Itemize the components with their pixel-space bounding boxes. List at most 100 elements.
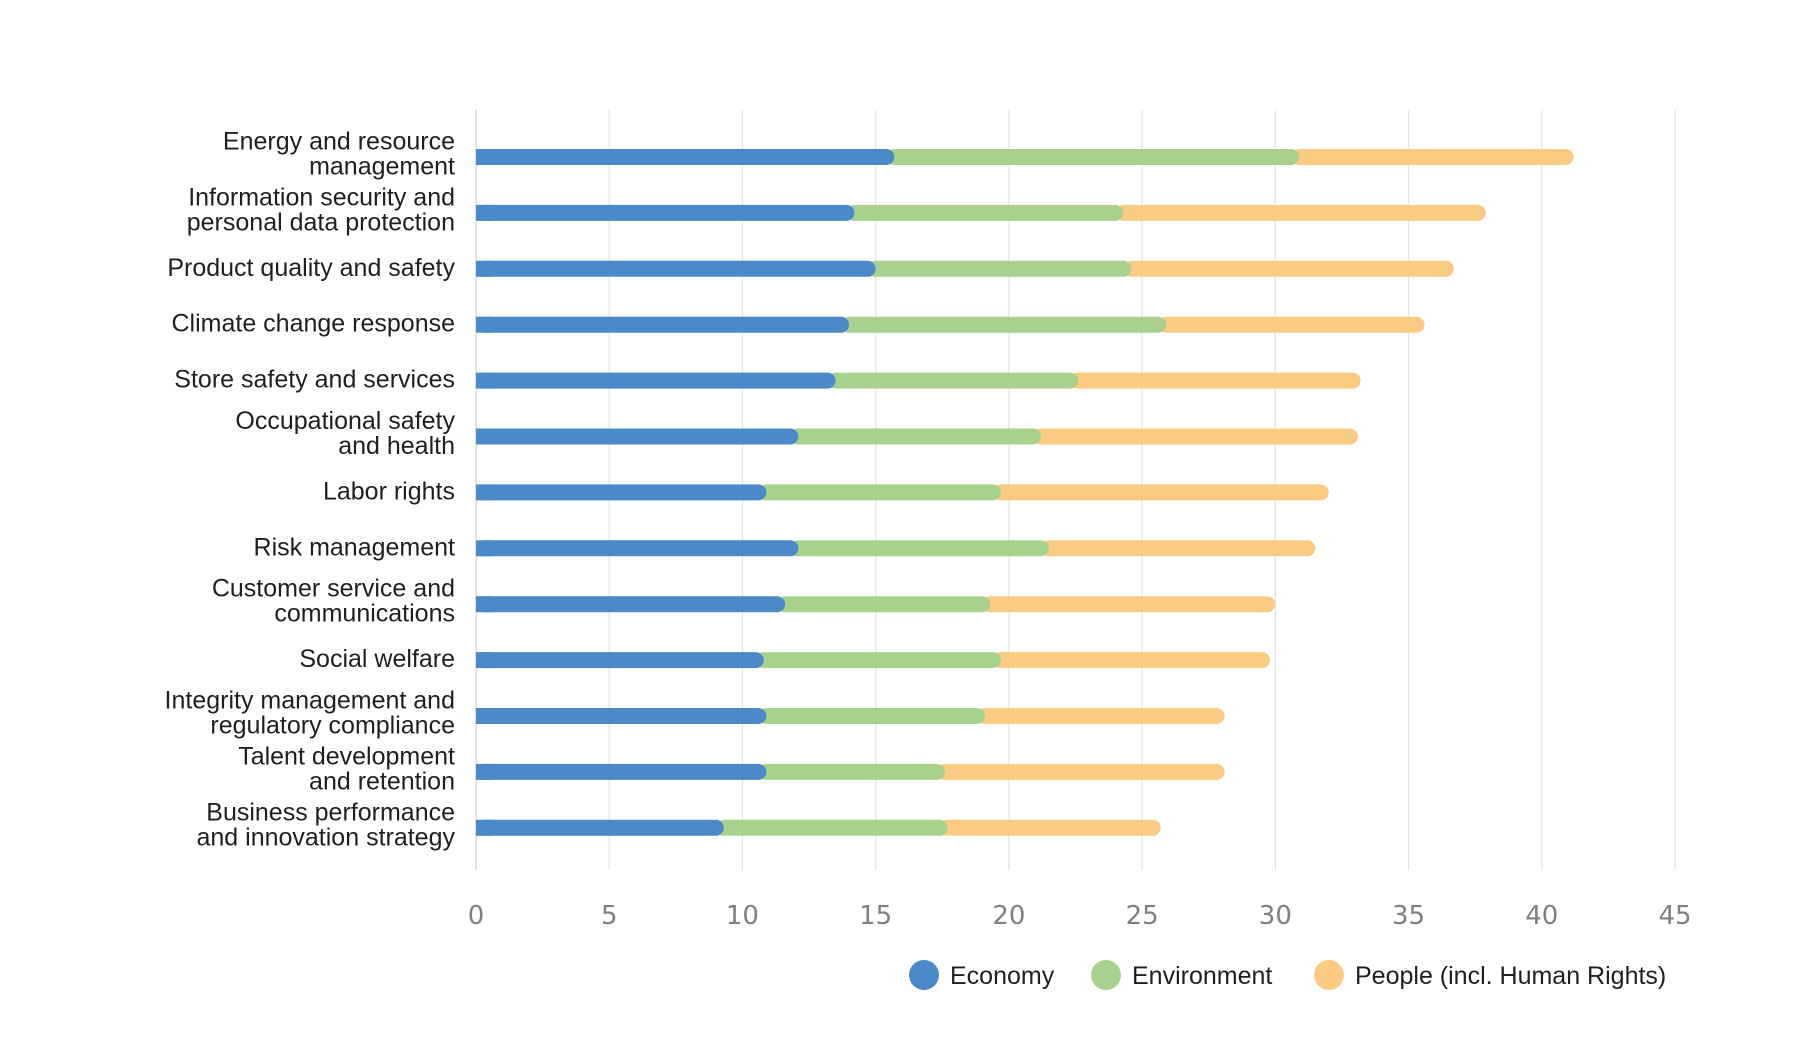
bar-segment-environment	[758, 484, 1001, 501]
bar-segment-economy-start	[476, 763, 492, 780]
bar-segment-economy	[476, 652, 764, 669]
category-label: Store safety and services	[174, 366, 455, 394]
bar-segment-people	[992, 484, 1329, 501]
x-tick-label: 25	[1126, 901, 1159, 931]
legend-swatch	[1314, 960, 1344, 990]
bar-row	[476, 708, 1225, 724]
bar-segment-people	[1123, 260, 1454, 277]
category-label: Labor rights	[323, 477, 455, 505]
bar-segment-people	[1070, 372, 1361, 389]
bar-segment-people	[1032, 428, 1358, 445]
bar-row	[476, 484, 1329, 501]
category-label: Energy and resource management	[223, 128, 455, 181]
bar-segment-environment	[777, 596, 991, 613]
category-label: Customer service and communications	[212, 575, 455, 628]
bar-segment-economy-start	[476, 708, 492, 724]
bar-segment-economy	[476, 149, 895, 165]
x-axis-ticks: 0 5 10 15 20 25 30 35 40 45	[468, 901, 1692, 931]
bar-segment-environment	[886, 149, 1300, 165]
category-label: Product quality and safety	[167, 254, 455, 282]
bar-segment-economy-start	[476, 652, 492, 669]
bar-segment-economy-start	[476, 204, 492, 221]
bar-segment-economy-start	[476, 819, 492, 836]
bar-segment-economy	[476, 260, 876, 277]
x-tick-label: 30	[1259, 901, 1292, 931]
bar-segment-people	[976, 708, 1225, 724]
legend-swatch	[909, 960, 939, 990]
x-tick-label: 15	[859, 901, 892, 931]
bar-row	[476, 819, 1161, 836]
bar-segment-economy-start	[476, 484, 492, 501]
bar-segment-economy-start	[476, 428, 492, 445]
legend-label: Economy	[950, 962, 1055, 990]
bar-segment-environment	[758, 763, 945, 780]
bar-segment-people	[939, 819, 1161, 836]
bar-segment-economy	[476, 316, 850, 333]
category-label: Talent development and retention	[238, 742, 455, 795]
legend: Economy Environment People (incl. Human Ri…	[909, 960, 1666, 990]
bar-segment-economy	[476, 372, 836, 389]
bar-segment-people	[1040, 540, 1316, 557]
bar-segment-people	[992, 652, 1271, 669]
legend-item: Economy	[909, 960, 1055, 990]
legend-label: Environment	[1132, 962, 1272, 990]
bar-segment-economy	[476, 763, 767, 780]
category-label: Social welfare	[299, 645, 455, 673]
bar-segment-environment	[790, 428, 1041, 445]
bar-segment-economy	[476, 204, 855, 221]
bar-segment-people	[936, 763, 1225, 780]
bar-segment-environment	[715, 819, 948, 836]
bar-row	[476, 260, 1454, 277]
bar-segment-economy	[476, 540, 799, 557]
x-tick-label: 45	[1658, 901, 1691, 931]
category-label: Integrity management and regulatory compl…	[165, 687, 455, 740]
legend-swatch	[1091, 960, 1121, 990]
bar-segment-economy-start	[476, 372, 492, 389]
bar-segment-environment	[841, 316, 1167, 333]
x-tick-label: 20	[992, 901, 1025, 931]
bar-segment-economy-start	[476, 149, 492, 165]
category-labels: Energy and resource managementInformation…	[165, 128, 456, 852]
bar-segment-economy	[476, 819, 724, 836]
x-tick-label: 40	[1525, 901, 1558, 931]
x-tick-label: 5	[601, 901, 618, 931]
bar-segment-economy-start	[476, 540, 492, 557]
legend-item: People (incl. Human Rights)	[1314, 960, 1666, 990]
bar-row	[476, 316, 1425, 333]
category-label: Information security and personal data pr…	[187, 183, 455, 236]
bar-segment-economy	[476, 596, 786, 613]
bar-segment-economy	[476, 708, 767, 724]
bar-row	[476, 540, 1316, 557]
legend-item: Environment	[1091, 960, 1272, 990]
bar-segment-people	[1158, 316, 1425, 333]
bar-row	[476, 763, 1225, 780]
bar-row	[476, 149, 1574, 165]
bar-segment-economy	[476, 428, 799, 445]
legend-label: People (incl. Human Rights)	[1355, 962, 1666, 990]
bar-row	[476, 428, 1358, 445]
bar-segment-environment	[758, 708, 985, 724]
bar-segment-environment	[827, 372, 1079, 389]
bar-segment-economy	[476, 484, 767, 501]
x-tick-label: 10	[726, 901, 759, 931]
bar-row	[476, 372, 1361, 389]
bar-segment-environment	[846, 204, 1124, 221]
bar-segment-economy-start	[476, 260, 492, 277]
bar-segment-environment	[867, 260, 1132, 277]
category-label: Risk management	[254, 533, 456, 561]
category-label: Climate change response	[172, 310, 456, 338]
x-tick-label: 0	[468, 901, 485, 931]
bar-row	[476, 596, 1276, 613]
bar-segment-economy-start	[476, 316, 492, 333]
bar-segment-environment	[790, 540, 1049, 557]
bar-row	[476, 204, 1486, 221]
bar-segment-people	[1291, 149, 1574, 165]
bar-segment-environment	[755, 652, 1001, 669]
bar-segment-people	[982, 596, 1276, 613]
bar-segment-people	[1115, 204, 1486, 221]
category-label: Business performance and innovation strat…	[196, 798, 455, 851]
category-label: Occupational safety and health	[235, 407, 455, 460]
bar-segment-economy-start	[476, 596, 492, 613]
x-tick-label: 35	[1392, 901, 1425, 931]
